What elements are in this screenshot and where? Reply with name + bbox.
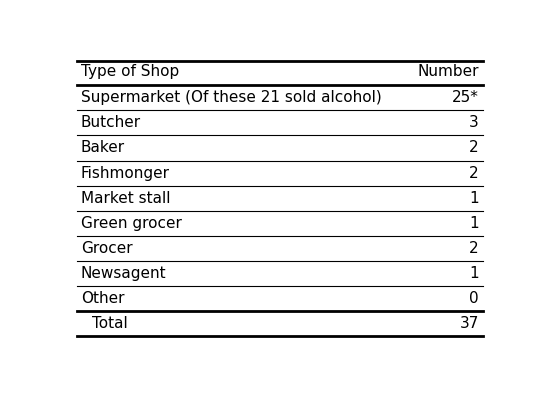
Text: Butcher: Butcher	[81, 115, 141, 130]
Text: Fishmonger: Fishmonger	[81, 166, 170, 181]
Text: 1: 1	[469, 191, 479, 206]
Text: Supermarket (Of these 21 sold alcohol): Supermarket (Of these 21 sold alcohol)	[81, 90, 382, 105]
Text: 1: 1	[469, 266, 479, 281]
Text: 25*: 25*	[452, 90, 479, 105]
Text: Baker: Baker	[81, 140, 125, 156]
Text: 37: 37	[459, 316, 479, 332]
Text: 2: 2	[469, 166, 479, 181]
Text: 3: 3	[469, 115, 479, 130]
Text: Type of Shop: Type of Shop	[81, 64, 179, 79]
Text: Market stall: Market stall	[81, 191, 170, 206]
Text: 0: 0	[469, 291, 479, 306]
Text: 1: 1	[469, 216, 479, 231]
Text: Other: Other	[81, 291, 124, 306]
Text: Green grocer: Green grocer	[81, 216, 182, 231]
Text: Total: Total	[92, 316, 127, 332]
Text: Newsagent: Newsagent	[81, 266, 167, 281]
Text: Grocer: Grocer	[81, 241, 133, 256]
Text: 2: 2	[469, 241, 479, 256]
Text: 2: 2	[469, 140, 479, 156]
Text: Number: Number	[417, 64, 479, 79]
